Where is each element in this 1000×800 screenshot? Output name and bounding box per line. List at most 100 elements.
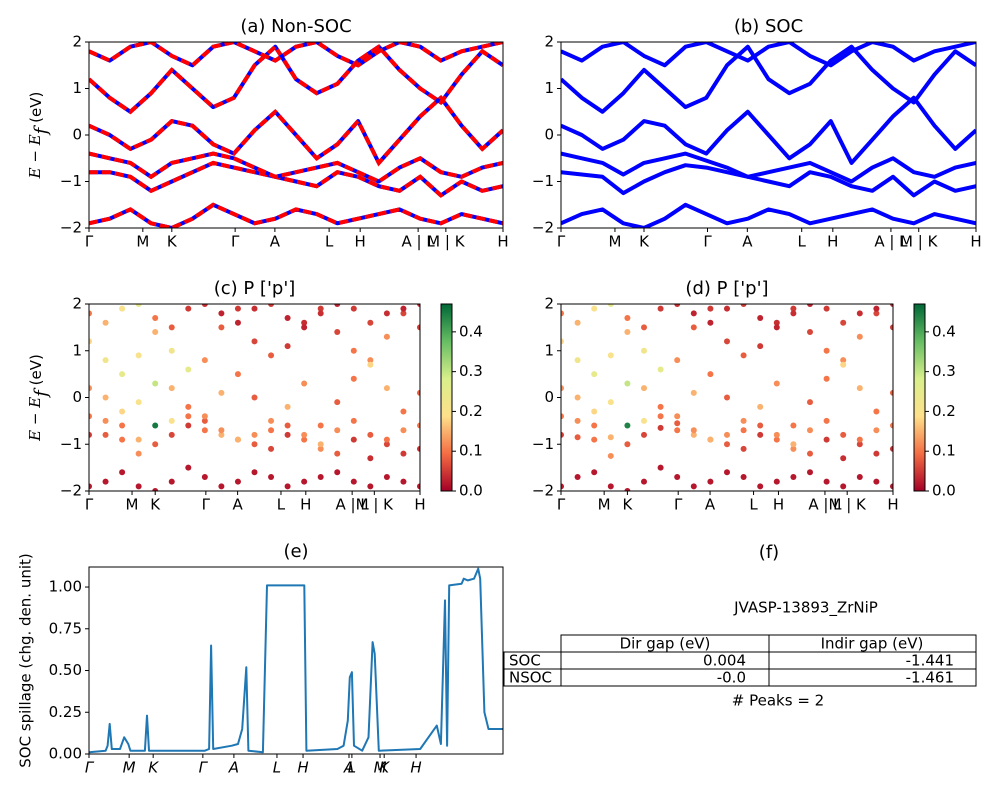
band-point [185, 464, 192, 471]
band-point [856, 436, 863, 443]
plot-area [89, 42, 503, 228]
band-point [773, 431, 780, 438]
band-point [840, 483, 847, 490]
band-point [334, 427, 341, 434]
table-footer: # Peaks = 2 [732, 692, 824, 710]
band-point [757, 431, 764, 438]
band-point [740, 473, 747, 480]
y-tick-label: 0.50 [49, 661, 82, 679]
band-point [268, 304, 275, 307]
band-point [674, 427, 681, 434]
y-tick-label: −1 [60, 172, 82, 190]
x-tick-label: A | L [808, 496, 842, 514]
x-tick-label: Γ [85, 496, 94, 514]
band-point [591, 422, 598, 429]
band-point [135, 352, 142, 359]
colorbar-tick-label: 0.2 [932, 402, 956, 420]
band-point [873, 427, 880, 434]
band-line [89, 567, 503, 754]
chart-title: (a) Non-SOC [240, 16, 351, 37]
band-point [674, 473, 681, 480]
band-line [561, 95, 976, 165]
band-point [383, 473, 390, 480]
band-point [707, 478, 714, 485]
x-tick-label: A | L [874, 233, 908, 251]
chart-title: (c) P ['p'] [214, 278, 296, 299]
band-point [641, 324, 647, 331]
band-point [400, 478, 407, 485]
band-line [89, 160, 503, 198]
band-line-overlay [89, 42, 503, 68]
chart-title: (b) SOC [734, 16, 803, 37]
x-tick-label: Γ [85, 759, 95, 777]
x-tick-label: K [639, 233, 650, 251]
band-point [561, 338, 564, 345]
band-point [856, 473, 863, 480]
band-point [301, 436, 308, 443]
x-tick-label: M [126, 496, 139, 514]
colorbar [913, 303, 926, 492]
band-point [773, 324, 780, 331]
x-tick-label: Γ [202, 496, 211, 514]
band-point [417, 483, 420, 490]
x-tick-label: H [887, 496, 898, 514]
band-point [574, 434, 581, 441]
band-point [690, 427, 697, 434]
band-point [234, 436, 241, 443]
band-point [890, 324, 893, 331]
table-cell: NSOC [509, 669, 552, 687]
band-point [400, 305, 407, 312]
y-tick-label: 2 [544, 33, 554, 51]
band-point [234, 478, 241, 485]
band-point [218, 427, 225, 434]
chart-title: (d) P ['p'] [685, 278, 768, 299]
band-point [890, 304, 893, 307]
band-point [102, 357, 109, 364]
band-point [168, 417, 175, 424]
band-point [284, 483, 291, 490]
band-point [773, 478, 780, 485]
band-line [561, 151, 976, 184]
y-tick-label: 2 [72, 33, 82, 51]
colorbar-tick-label: 0.1 [932, 442, 956, 460]
band-point [417, 304, 420, 307]
y-tick-label: 0 [72, 126, 82, 144]
band-point [317, 310, 324, 317]
band-point [624, 488, 631, 491]
band-point [773, 436, 780, 443]
band-point [707, 436, 714, 443]
band-point [674, 420, 681, 427]
band-point [807, 450, 813, 457]
band-point [268, 445, 275, 452]
band-point [201, 427, 208, 434]
y-tick-label: 0 [544, 126, 554, 144]
x-tick-label: Γ [674, 496, 683, 514]
x-tick-label: K [622, 496, 633, 514]
band-point [417, 445, 420, 452]
band-point [284, 315, 291, 322]
band-point [152, 441, 159, 448]
band-point [152, 422, 159, 429]
band-point [641, 431, 647, 438]
x-tick-label: H [410, 759, 421, 777]
band-point [251, 441, 258, 448]
y-tick-label: 2 [544, 295, 554, 313]
band-point [724, 469, 730, 476]
band-point [624, 329, 631, 336]
band-point [757, 343, 764, 350]
band-point [367, 483, 374, 490]
table-cell: -1.461 [906, 669, 954, 687]
y-tick-label: 0 [72, 388, 82, 406]
colorbar-tick-label: 0.2 [459, 402, 483, 420]
band-point [873, 450, 880, 457]
x-tick-label: Γ [557, 233, 566, 251]
band-point [201, 413, 208, 420]
band-point [350, 305, 357, 312]
y-axis-label: SOC spillage (chg. den. unit) [17, 553, 35, 768]
band-point [119, 305, 126, 312]
band-point [218, 483, 225, 490]
band-point [890, 389, 893, 396]
band-point [218, 431, 225, 438]
